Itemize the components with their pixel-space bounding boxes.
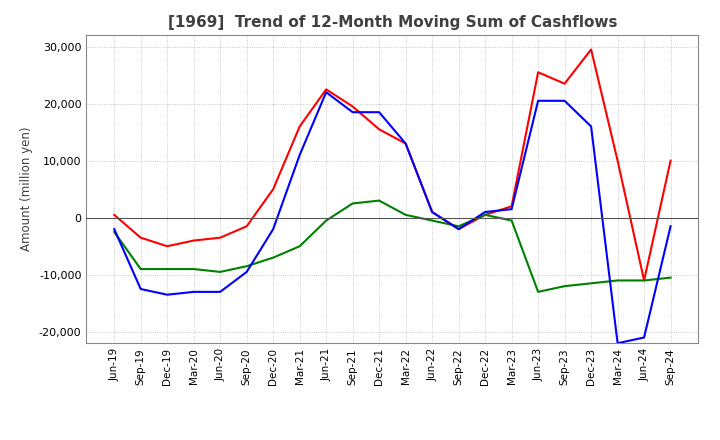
Investing Cashflow [454, 224, 463, 229]
Investing Cashflow [534, 289, 542, 294]
Investing Cashflow [243, 264, 251, 269]
Legend: Operating Cashflow, Investing Cashflow, Free Cashflow: Operating Cashflow, Investing Cashflow, … [156, 435, 629, 440]
Operating Cashflow [295, 124, 304, 129]
Investing Cashflow [189, 266, 198, 271]
Investing Cashflow [295, 244, 304, 249]
Investing Cashflow [163, 266, 171, 271]
Free Cashflow [375, 110, 384, 115]
Free Cashflow [189, 289, 198, 294]
Operating Cashflow [348, 104, 357, 109]
Operating Cashflow [428, 209, 436, 215]
Free Cashflow [163, 292, 171, 297]
Free Cashflow [216, 289, 225, 294]
Free Cashflow [136, 286, 145, 292]
Investing Cashflow [322, 218, 330, 223]
Line: Investing Cashflow: Investing Cashflow [114, 201, 670, 292]
Operating Cashflow [560, 81, 569, 86]
Investing Cashflow [136, 266, 145, 271]
Operating Cashflow [163, 244, 171, 249]
Free Cashflow [243, 269, 251, 275]
Operating Cashflow [216, 235, 225, 240]
Investing Cashflow [508, 218, 516, 223]
Operating Cashflow [189, 238, 198, 243]
Operating Cashflow [481, 212, 490, 217]
Free Cashflow [613, 341, 622, 346]
Free Cashflow [454, 227, 463, 232]
Investing Cashflow [269, 255, 277, 260]
Free Cashflow [587, 124, 595, 129]
Free Cashflow [666, 224, 675, 229]
Free Cashflow [295, 152, 304, 158]
Free Cashflow [428, 209, 436, 215]
Free Cashflow [322, 90, 330, 95]
Operating Cashflow [243, 224, 251, 229]
Free Cashflow [534, 98, 542, 103]
Free Cashflow [110, 227, 119, 232]
Investing Cashflow [613, 278, 622, 283]
Investing Cashflow [110, 229, 119, 235]
Free Cashflow [348, 110, 357, 115]
Operating Cashflow [110, 212, 119, 217]
Title: [1969]  Trend of 12-Month Moving Sum of Cashflows: [1969] Trend of 12-Month Moving Sum of C… [168, 15, 617, 30]
Free Cashflow [560, 98, 569, 103]
Operating Cashflow [269, 187, 277, 192]
Investing Cashflow [348, 201, 357, 206]
Investing Cashflow [640, 278, 649, 283]
Line: Operating Cashflow: Operating Cashflow [114, 49, 670, 280]
Investing Cashflow [401, 212, 410, 217]
Line: Free Cashflow: Free Cashflow [114, 92, 670, 343]
Operating Cashflow [454, 227, 463, 232]
Free Cashflow [269, 227, 277, 232]
Operating Cashflow [508, 204, 516, 209]
Investing Cashflow [666, 275, 675, 280]
Investing Cashflow [587, 281, 595, 286]
Free Cashflow [508, 206, 516, 212]
Operating Cashflow [587, 47, 595, 52]
Operating Cashflow [401, 141, 410, 146]
Operating Cashflow [136, 235, 145, 240]
Y-axis label: Amount (million yen): Amount (million yen) [20, 127, 33, 251]
Operating Cashflow [534, 70, 542, 75]
Investing Cashflow [428, 218, 436, 223]
Investing Cashflow [216, 269, 225, 275]
Operating Cashflow [640, 278, 649, 283]
Investing Cashflow [481, 212, 490, 217]
Free Cashflow [481, 209, 490, 215]
Free Cashflow [640, 335, 649, 340]
Operating Cashflow [613, 158, 622, 163]
Investing Cashflow [560, 283, 569, 289]
Operating Cashflow [666, 158, 675, 163]
Free Cashflow [401, 141, 410, 146]
Operating Cashflow [375, 127, 384, 132]
Operating Cashflow [322, 87, 330, 92]
Investing Cashflow [375, 198, 384, 203]
